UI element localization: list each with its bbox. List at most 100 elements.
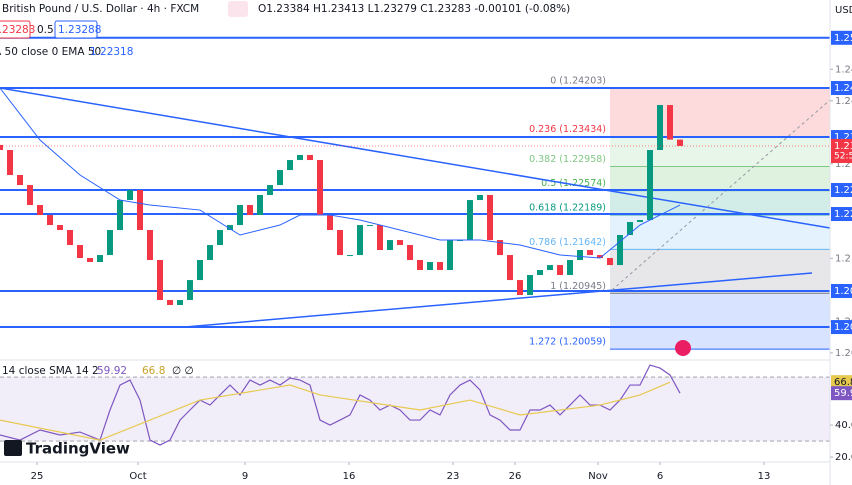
fib-label: 0.618 (1.22189): [529, 202, 606, 213]
icon: [228, 1, 248, 17]
y-tick-label: 1.21: [835, 253, 852, 264]
x-tick-label: 6: [657, 471, 663, 482]
ema-line: [0, 87, 681, 259]
y-tick-label: 1.2: [835, 159, 851, 170]
candle: [587, 249, 593, 256]
candle: [267, 185, 273, 195]
candle: [27, 185, 33, 206]
candle: [537, 270, 543, 276]
level-tag-label: 1.25: [834, 33, 852, 44]
trendline: [184, 272, 813, 328]
x-tick-label: 13: [758, 471, 771, 482]
candle: [47, 215, 53, 226]
candle: [197, 260, 203, 281]
candle: [287, 160, 293, 171]
event-icon[interactable]: [675, 340, 691, 356]
candle: [127, 190, 133, 201]
rsi-extra: ∅ ∅: [172, 365, 194, 377]
rsi-line: [0, 381, 671, 441]
candle: [547, 265, 553, 271]
candle: [227, 225, 233, 231]
price-tag: [831, 138, 852, 163]
candle: [7, 150, 13, 176]
level-tag: [831, 183, 852, 198]
candle: [677, 139, 683, 146]
candle: [117, 200, 123, 231]
candle: [337, 230, 343, 256]
fib-zone: [610, 214, 830, 250]
rsi-tick-label: 20.0: [835, 452, 852, 463]
sell-button[interactable]: [0, 20, 31, 39]
level-tag-label: 1.22: [834, 209, 852, 220]
fib-zone: [610, 166, 830, 191]
fib-zone: [610, 293, 830, 350]
logo-icon: [4, 440, 22, 456]
fib-label: 1.272 (1.20059): [529, 337, 606, 348]
candle: [317, 160, 323, 216]
candle: [37, 205, 43, 216]
currency: USD: [835, 5, 852, 16]
y-tick-label: 1.20: [835, 348, 852, 359]
candle: [387, 240, 393, 250]
rsi-tag-label: 59.9: [834, 388, 852, 399]
candle: [627, 222, 633, 236]
candle: [177, 300, 183, 305]
x-tick-label: 23: [447, 471, 460, 482]
candle: [637, 220, 643, 223]
candle: [617, 235, 623, 266]
level-tag-label: 1.23: [834, 132, 852, 143]
countdown: 52:5: [834, 151, 852, 161]
level-tag-label: 1.22: [834, 185, 852, 196]
x-tick-label: 26: [509, 471, 522, 482]
level-tag: [831, 30, 852, 45]
candle: [517, 280, 523, 296]
rsi-tag-label: 66.8: [834, 377, 852, 388]
y-tick-label: 1.24: [835, 64, 852, 75]
buy-button[interactable]: [54, 20, 98, 39]
fib-label: 1 (1.20945): [550, 281, 606, 292]
candle: [397, 240, 403, 246]
candle: [87, 257, 93, 263]
candle: [257, 194, 263, 216]
fib-label: 0.382 (1.22958): [529, 154, 606, 165]
rsi-value: 59.92: [97, 365, 127, 377]
candle: [17, 175, 23, 186]
fib-zone: [610, 249, 830, 294]
rsi-ma-value: 66.8: [142, 365, 165, 377]
candle: [97, 255, 103, 263]
candle: [667, 105, 673, 140]
rsi-tag: [831, 375, 852, 390]
candle: [507, 255, 513, 281]
price-axis: [830, 0, 852, 485]
fib-label: 0.786 (1.21642): [529, 237, 606, 248]
candle: [427, 262, 433, 271]
candle: [657, 105, 663, 151]
candle: [57, 225, 63, 231]
candle: [447, 240, 453, 271]
candle: [277, 170, 283, 186]
candle: [297, 154, 303, 161]
fib-label: 0.5 (1.22574): [541, 178, 606, 189]
x-tick-label: 16: [343, 471, 356, 482]
candle: [0, 144, 3, 151]
level-tag-label: 1.20: [834, 322, 852, 333]
level-tag: [831, 207, 852, 222]
rsi-legend: 14 close SMA 14 2: [2, 365, 99, 377]
ohlc: O1.23384 H1.23413 L1.23279 C1.23283 -0.0…: [258, 3, 570, 15]
level-tag: [831, 320, 852, 335]
fib-zone: [610, 88, 830, 137]
candle: [487, 194, 493, 241]
candle: [237, 205, 243, 226]
sell-price[interactable]: 1.23283: [0, 24, 35, 36]
candle: [567, 260, 573, 276]
candle: [77, 245, 83, 258]
candle: [157, 260, 163, 301]
candle: [607, 257, 613, 266]
symbol-title: British Pound / U.S. Dollar · 4h · FXCM: [2, 3, 199, 15]
candle: [187, 280, 193, 301]
x-tick-label: 9: [242, 471, 248, 482]
candle: [357, 225, 363, 256]
candle: [107, 230, 113, 256]
buy-price[interactable]: 1.23288: [58, 24, 101, 36]
